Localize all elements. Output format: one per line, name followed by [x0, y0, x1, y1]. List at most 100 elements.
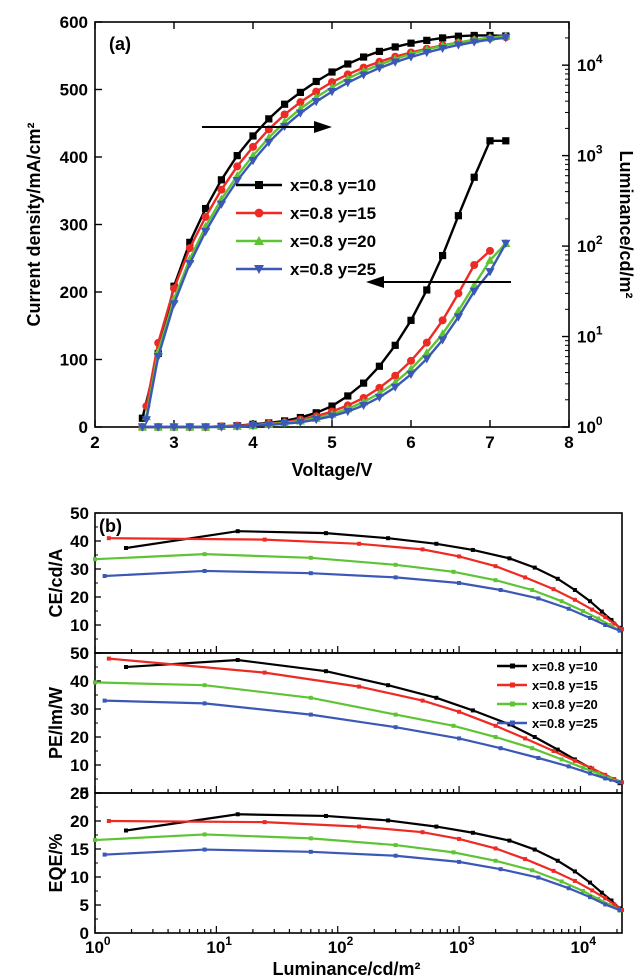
series-x-0-8-y-20: [93, 680, 622, 784]
data-point: [493, 858, 498, 863]
x-tick-label: 100: [85, 934, 111, 957]
data-point: [295, 109, 305, 118]
data-point: [457, 859, 462, 864]
data-point: [153, 423, 163, 432]
data-point: [507, 722, 512, 727]
data-point: [498, 588, 503, 592]
data-point: [248, 422, 258, 431]
data-point: [581, 609, 586, 613]
legend-item: x=0.8 y=25: [236, 260, 376, 279]
data-point: [439, 251, 447, 260]
legend-item: x=0.8 y=10: [236, 176, 376, 195]
data-point: [454, 289, 463, 298]
data-point: [609, 617, 614, 622]
y2-tick-label: 102: [577, 233, 603, 256]
data-point: [530, 746, 535, 751]
series-x-0-8-y-25: [102, 847, 622, 913]
data-point: [566, 764, 571, 769]
data-point: [599, 890, 604, 895]
legend-label: x=0.8 y=15: [290, 204, 376, 223]
data-point: [360, 53, 368, 61]
data-point: [498, 746, 503, 751]
data-point: [357, 541, 362, 546]
data-point: [523, 857, 528, 862]
data-point: [153, 353, 163, 362]
series-x-0-8-y-25: [102, 568, 622, 633]
data-point: [391, 341, 399, 349]
y2-tick-label: 103: [577, 143, 603, 166]
panel-label-a: (a): [109, 34, 131, 54]
data-point: [393, 843, 398, 848]
data-point: [620, 627, 624, 632]
data-point: [248, 157, 258, 166]
data-point: [138, 414, 146, 422]
data-point: [308, 849, 313, 854]
legend-item: x=0.8 y=20: [497, 697, 598, 712]
data-point: [357, 824, 362, 829]
legend-label: x=0.8 y=25: [290, 260, 376, 279]
y-tick-label: 500: [60, 81, 88, 100]
data-point: [217, 176, 225, 184]
x-tick-label: 2: [90, 433, 99, 452]
data-point: [523, 575, 528, 580]
data-point: [581, 765, 586, 770]
data-point: [617, 780, 622, 785]
data-point: [106, 656, 111, 661]
data-point: [102, 852, 107, 857]
data-point: [581, 889, 586, 893]
data-point: [596, 616, 601, 621]
data-point: [311, 415, 321, 425]
data-point: [102, 574, 107, 578]
data-point: [590, 888, 595, 893]
data-point: [457, 581, 462, 585]
y-tick-label: 10: [70, 868, 89, 887]
data-point: [572, 878, 577, 883]
data-point: [493, 578, 498, 583]
data-point: [308, 712, 313, 717]
y-tick-label: 20: [70, 812, 89, 831]
y-tick-label: 600: [60, 13, 88, 32]
legend-label: x=0.8 y=10: [532, 659, 598, 674]
data-point: [457, 736, 462, 741]
data-point: [470, 547, 475, 552]
y-tick-label: 25: [70, 784, 89, 803]
data-point: [185, 423, 195, 432]
data-point: [202, 204, 210, 213]
y2-tick-label: 101: [577, 324, 603, 347]
data-point: [603, 623, 608, 627]
series-line: [104, 848, 620, 912]
y-axis-label: Current density/mA/cm²: [24, 122, 44, 326]
data-point: [93, 680, 97, 685]
y-tick-label: 400: [60, 148, 88, 167]
data-point: [422, 338, 431, 347]
legend-swatch-marker: [510, 682, 515, 688]
legend-swatch-marker: [510, 663, 515, 669]
data-point: [620, 780, 624, 785]
data-point: [469, 38, 479, 47]
data-point: [438, 316, 447, 325]
data-point: [280, 420, 290, 429]
series-x-0-8-y-25: [102, 698, 622, 785]
data-point: [617, 908, 622, 913]
data-point: [507, 556, 512, 561]
data-point: [617, 628, 622, 633]
x-tick-label: 103: [449, 934, 475, 957]
x-tick-label: 7: [485, 433, 494, 452]
data-point: [603, 896, 608, 901]
data-point: [420, 830, 425, 835]
arrow-left-head: [366, 276, 384, 288]
data-point: [328, 68, 336, 76]
data-point: [502, 137, 510, 145]
data-point: [308, 555, 313, 560]
data-point: [141, 416, 151, 425]
data-point: [612, 902, 617, 907]
annotation-arrows: [202, 121, 511, 288]
data-point: [493, 564, 498, 569]
data-point: [393, 853, 398, 858]
y-tick-label: 50: [70, 644, 89, 663]
data-point: [185, 260, 195, 269]
plot-frame: [94, 792, 623, 934]
data-point: [123, 546, 128, 550]
data-point: [406, 53, 416, 62]
